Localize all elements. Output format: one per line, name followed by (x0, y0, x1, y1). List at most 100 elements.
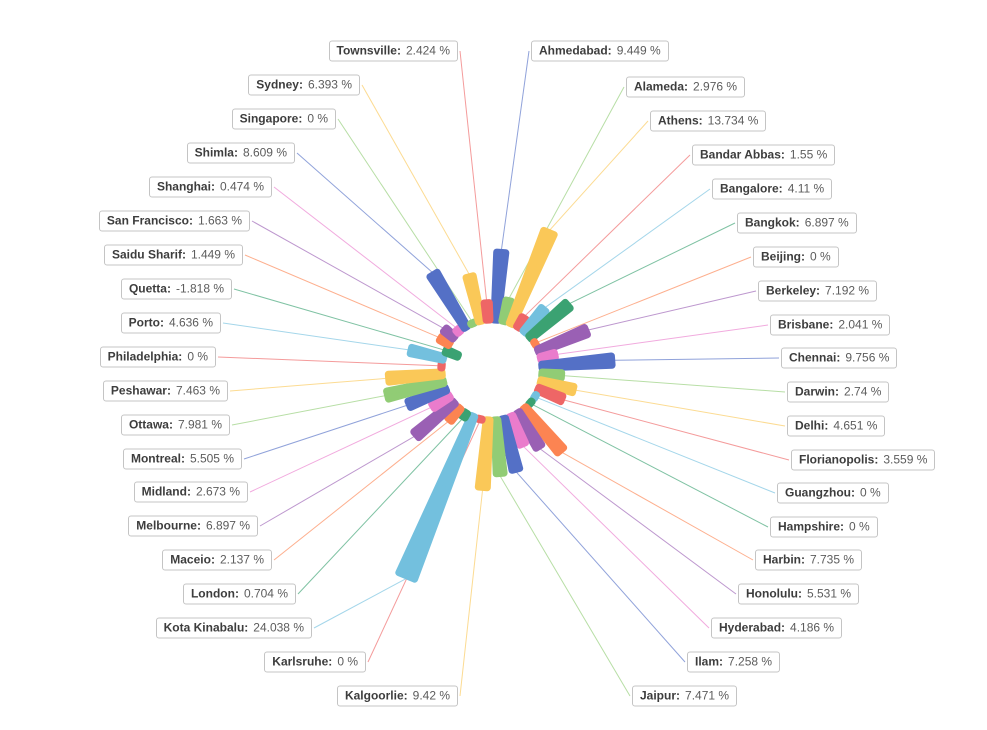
bar-honolulu[interactable] (513, 408, 546, 452)
bar-sydney[interactable] (462, 272, 486, 326)
city-value: 1.449 % (190, 247, 235, 262)
city-name: Peshawar: (110, 383, 171, 398)
bar-harbin[interactable] (519, 403, 568, 457)
city-value: 5.531 % (806, 586, 852, 601)
bar-delhi[interactable] (536, 376, 578, 397)
city-label-athens: Athens: 13.734 % (650, 110, 767, 132)
bar-alameda[interactable] (498, 296, 515, 326)
leader-line-berkeley (588, 290, 757, 331)
city-name: Porto: (128, 315, 164, 330)
bar-ilam[interactable] (498, 414, 524, 474)
leader-line-beijing (537, 256, 752, 343)
city-label-guangzhou: Guangzhou: 0 % (777, 482, 889, 504)
city-label-honolulu: Honolulu: 5.531 % (738, 583, 860, 605)
leader-line-singapore (337, 118, 473, 322)
bar-melbourne[interactable] (410, 397, 459, 442)
city-value: 0 % (849, 519, 870, 534)
city-name: London: (190, 586, 239, 601)
bar-saidu-sharif[interactable] (435, 333, 454, 349)
bar-jaipur[interactable] (490, 416, 508, 478)
bar-peshawar[interactable] (384, 368, 446, 386)
city-name: Berkeley: (766, 283, 821, 298)
city-name: Chennai: (789, 350, 841, 365)
city-name: Bandar Abbas: (700, 147, 785, 162)
bar-san-francisco[interactable] (439, 324, 459, 343)
city-value: 0.704 % (243, 586, 288, 601)
bar-bandar-abbas[interactable] (513, 313, 530, 332)
bar-townsville[interactable] (480, 299, 494, 324)
city-name: Karlsruhe: (272, 654, 333, 669)
city-label-florianopolis: Florianopolis: 3.559 % (791, 449, 936, 471)
city-name: Ilam: (695, 654, 724, 669)
bar-karlsruhe[interactable] (474, 414, 486, 424)
bar-porto[interactable] (406, 343, 448, 364)
bar-athens[interactable] (505, 226, 558, 329)
city-value: 0.474 % (219, 179, 264, 194)
city-name: Alameda: (634, 79, 689, 94)
bar-philadelphia[interactable] (437, 360, 446, 372)
bar-ottawa[interactable] (383, 376, 448, 403)
city-value: 0 % (187, 349, 208, 364)
city-name: Shimla: (194, 145, 238, 160)
leader-line-london (297, 419, 463, 595)
city-value: 9.42 % (412, 688, 450, 703)
bar-bangalore[interactable] (519, 304, 550, 337)
city-label-midland: Midland: 2.673 % (133, 481, 248, 503)
city-label-quetta: Quetta: -1.818 % (120, 278, 232, 300)
leader-line-peshawar (229, 377, 386, 392)
bar-darwin[interactable] (538, 368, 566, 382)
bar-shimla[interactable] (426, 268, 471, 332)
city-value: 2.041 % (838, 317, 883, 332)
bar-kota-kinabalu[interactable] (395, 411, 479, 583)
bar-brisbane[interactable] (536, 349, 559, 364)
bar-singapore[interactable] (467, 318, 479, 329)
bar-guangzhou[interactable] (530, 391, 541, 402)
bar-london[interactable] (457, 408, 471, 422)
bar-ahmedabad[interactable] (490, 248, 510, 324)
bar-chennai[interactable] (538, 352, 616, 372)
city-value: 0 % (859, 485, 881, 500)
leader-line-maceio (273, 421, 448, 561)
leader-line-delhi (576, 389, 786, 427)
bar-maceio[interactable] (444, 403, 465, 425)
city-value: 5.505 % (189, 451, 234, 466)
city-name: Midland: (141, 484, 191, 499)
leader-line-quetta (233, 288, 444, 351)
city-name: San Francisco: (106, 213, 193, 228)
city-value: 1.55 % (789, 147, 828, 162)
city-name: Harbin: (763, 552, 805, 567)
city-label-townsville: Townsville: 2.424 % (328, 40, 458, 62)
bar-beijing[interactable] (530, 338, 541, 349)
city-name: Bangkok: (745, 215, 800, 230)
city-value: 7.471 % (685, 688, 730, 703)
city-label-ilam: Ilam: 7.258 % (687, 651, 781, 673)
city-value: 9.756 % (845, 350, 890, 365)
leader-line-hampshire (532, 403, 769, 528)
city-label-montreal: Montreal: 5.505 % (122, 448, 242, 470)
bar-quetta[interactable] (441, 345, 462, 361)
bar-shanghai[interactable] (452, 324, 465, 337)
city-label-london: London: 0.704 % (182, 583, 296, 605)
bar-kalgoorlie[interactable] (474, 416, 494, 492)
leader-line-athens (549, 120, 649, 231)
city-name: Beijing: (761, 249, 805, 264)
bar-montreal[interactable] (404, 383, 451, 411)
city-label-bangkok: Bangkok: 6.897 % (737, 212, 857, 234)
city-name: Townsville: (336, 43, 401, 58)
bar-bangkok[interactable] (525, 298, 574, 343)
bar-hyderabad[interactable] (505, 411, 529, 449)
city-name: Jaipur: (640, 688, 681, 703)
bar-midland[interactable] (428, 391, 454, 412)
city-name: Maceio: (170, 552, 215, 567)
city-name: Montreal: (130, 451, 185, 466)
bar-florianopolis[interactable] (533, 383, 567, 406)
city-label-singapore: Singapore: 0 % (231, 108, 336, 130)
city-label-brisbane: Brisbane: 2.041 % (770, 314, 891, 336)
leader-line-florianopolis (564, 399, 790, 461)
city-name: Bangalore: (720, 181, 783, 196)
city-value: 0 % (337, 654, 358, 669)
bar-hampshire[interactable] (525, 397, 536, 409)
bar-berkeley[interactable] (533, 324, 591, 357)
